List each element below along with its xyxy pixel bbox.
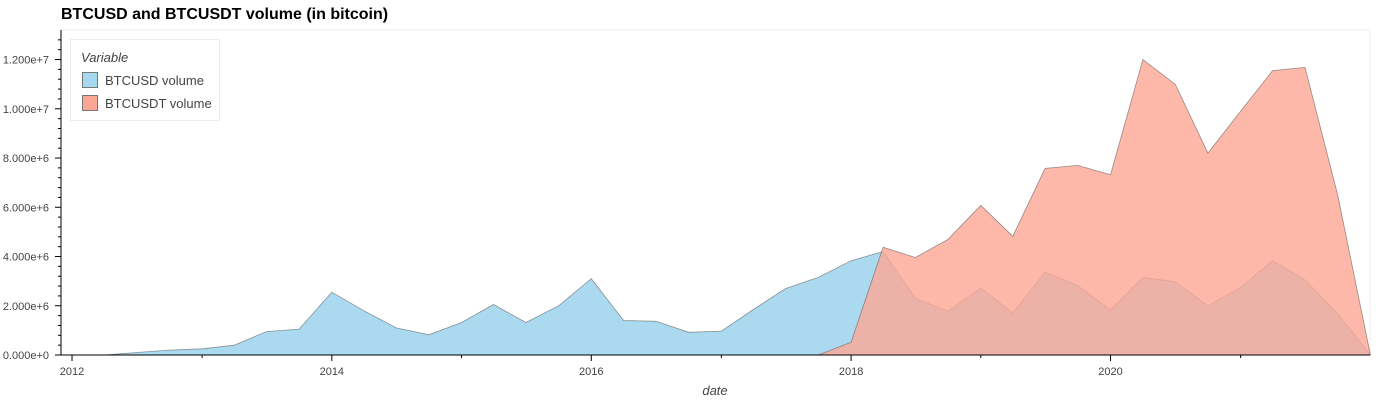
y-tick-label: 0.000e+0 (3, 350, 49, 362)
legend-item-btcusdt[interactable]: BTCUSDT volume (82, 94, 212, 112)
y-axis: 0.000e+0 2.000e+6 4.000e+6 6.000e+6 8.000e+6… (3, 30, 62, 362)
legend: Variable BTCUSD volume BTCUSDT volume (70, 39, 220, 121)
x-tick-label: 2014 (320, 366, 344, 378)
legend-label-btcusd: BTCUSD volume (105, 72, 204, 88)
series-areas (72, 58, 1372, 356)
legend-label-btcusdt: BTCUSDT volume (105, 95, 212, 111)
y-tick-label: 4.000e+6 (3, 252, 49, 264)
x-tick-label: 2012 (60, 366, 84, 378)
y-tick-label: 2.000e+6 (3, 301, 49, 313)
y-tick-label: 8.000e+6 (3, 153, 49, 165)
x-axis: 2012 2014 2016 2018 2020 (60, 354, 1370, 378)
y-tick-label: 1.000e+7 (3, 104, 49, 116)
x-tick-label: 2018 (839, 366, 863, 378)
area-series-btcusdt-volume[interactable] (818, 58, 1371, 356)
x-tick-label: 2016 (579, 366, 603, 378)
legend-swatch-btcusd (82, 72, 98, 88)
legend-item-btcusd[interactable]: BTCUSD volume (82, 71, 204, 89)
y-tick-label: 6.000e+6 (3, 202, 49, 214)
legend-swatch-btcusdt (82, 95, 98, 111)
y-tick-label: 1.200e+7 (3, 55, 49, 67)
legend-title: Variable (81, 50, 129, 65)
x-tick-label: 2020 (1098, 366, 1122, 378)
chart-title: BTCUSD and BTCUSDT volume (in bitcoin) (61, 6, 389, 23)
x-axis-label: date (702, 383, 727, 398)
